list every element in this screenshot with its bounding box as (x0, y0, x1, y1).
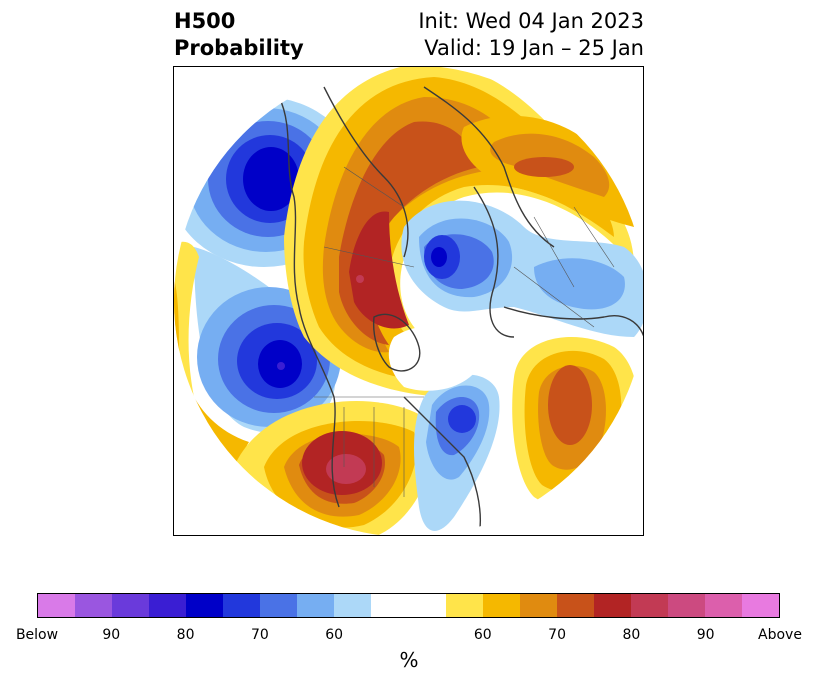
colorbar-segment (334, 594, 372, 617)
colorbar (37, 593, 780, 618)
high-eastern-siberia (461, 115, 638, 227)
colorbar-segment (149, 594, 187, 617)
political-borders (314, 166, 615, 497)
colorbar-tick-label: 90 (102, 627, 121, 643)
low-central-pacific (194, 247, 341, 434)
colorbar-segment (667, 594, 705, 617)
colorbar-segment (630, 594, 668, 617)
colorbar-segment (38, 594, 76, 617)
colorbar-tick-label: 70 (548, 627, 567, 643)
colorbar-segment (556, 594, 594, 617)
colorbar-segment (741, 594, 779, 617)
probability-map (173, 66, 644, 536)
low-western-russia (401, 200, 643, 337)
colorbar-segment (186, 594, 224, 617)
colorbar-tick-label: Below (15, 627, 59, 643)
colorbar-segment (445, 594, 483, 617)
colorbar-tick-label: 80 (176, 627, 195, 643)
colorbar-unit: % (399, 648, 419, 672)
colorbar-tick-label: 60 (473, 627, 492, 643)
title-line-1: H500 (174, 9, 236, 33)
probability-field (174, 67, 643, 535)
init-date: Init: Wed 04 Jan 2023 (418, 9, 644, 33)
high-eastern-atlantic (512, 337, 638, 507)
chart-title: H500 Probability (174, 8, 304, 62)
colorbar-segment (371, 594, 409, 617)
probability-map-svg (174, 67, 643, 535)
colorbar-segment (223, 594, 261, 617)
valid-range: Valid: 19 Jan – 25 Jan (424, 36, 644, 60)
forecast-dates: Init: Wed 04 Jan 2023 Valid: 19 Jan – 25… (418, 8, 644, 62)
colorbar-tick-label: 70 (250, 627, 269, 643)
colorbar-segment (297, 594, 335, 617)
low-eastern-us (414, 374, 500, 531)
colorbar-segment (704, 594, 742, 617)
colorbar-tick-label: 80 (622, 627, 641, 643)
colorbar-segment (408, 594, 446, 617)
title-line-2: Probability (174, 36, 304, 60)
neutral-zone (388, 326, 484, 391)
colorbar-tick-label: 90 (696, 627, 715, 643)
colorbar-segment (593, 594, 631, 617)
colorbar-tick-label: 60 (325, 627, 344, 643)
colorbar-tick-label: Above (758, 627, 802, 643)
colorbar-segment (75, 594, 113, 617)
colorbar-segment (112, 594, 150, 617)
colorbar-segment (260, 594, 298, 617)
colorbar-segment (519, 594, 557, 617)
colorbar-segment (482, 594, 520, 617)
